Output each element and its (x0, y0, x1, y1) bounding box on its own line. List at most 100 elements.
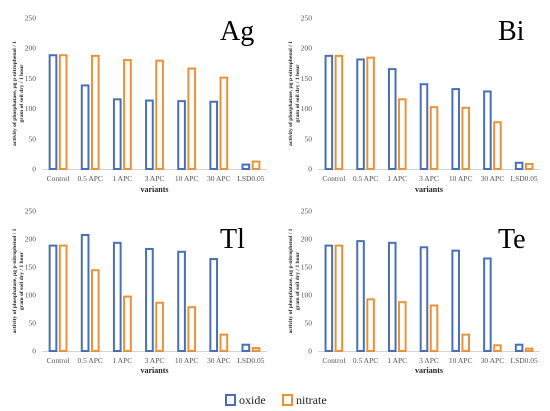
chart-panel-te: 0 50 100 150 200 250 Control 0.5 APC 1 APC 3 APC 1… (288, 207, 540, 375)
bar-nitrate (251, 160, 261, 171)
bar-oxide (387, 241, 397, 352)
x-tick-label: 3 APC (145, 356, 165, 365)
bar-oxide (483, 90, 492, 170)
x-tick-label: 10 APC (449, 174, 473, 183)
y-tick-label: 100 (301, 104, 313, 113)
bar-nitrate (58, 244, 68, 353)
x-tick-label: Control (322, 174, 345, 183)
bar-nitrate (493, 344, 502, 352)
bar-nitrate (429, 304, 439, 352)
bar-nitrate (123, 59, 132, 170)
y-axis-label: activity of phosphatase, µg p-nitropheno… (288, 228, 301, 333)
y-tick-label: 0 (308, 347, 312, 356)
y-tick-label: 100 (301, 291, 313, 300)
bar-nitrate (429, 106, 439, 170)
y-axis-label: activity of phosphatase, µg p-nitropheno… (288, 41, 301, 146)
bar-nitrate (58, 54, 68, 171)
bar-nitrate (90, 269, 100, 352)
bar-nitrate (219, 333, 229, 353)
bar-oxide (145, 99, 154, 170)
y-tick-label: 100 (25, 104, 37, 113)
bar-oxide (356, 240, 365, 352)
y-tick-label: 200 (301, 44, 313, 53)
bar-oxide (209, 100, 219, 170)
bar-nitrate (524, 162, 534, 171)
y-tick-label: 50 (305, 134, 313, 143)
bar-nitrate (187, 306, 197, 353)
y-tick-label: 150 (301, 74, 313, 83)
y-tick-label: 200 (25, 44, 37, 53)
bar-oxide (177, 100, 186, 170)
chart-title: Bi (498, 16, 525, 47)
y-tick-label: 250 (25, 14, 37, 23)
x-axis-label: variants (415, 185, 443, 194)
chart-panel-bi: 0 50 100 150 200 250 Control 0.5 APC 1 APC 3 APC 1… (288, 14, 540, 194)
x-tick-label: Control (47, 174, 70, 183)
bar-nitrate (366, 298, 375, 352)
bar-oxide (483, 257, 492, 353)
bar-oxide (177, 250, 186, 352)
bar-oxide (514, 161, 524, 170)
bar-nitrate (155, 301, 164, 352)
x-tick-label: 10 APC (175, 356, 199, 365)
legend-label-oxide: oxide (239, 393, 266, 407)
bar-nitrate (398, 301, 407, 353)
bar-nitrate (524, 347, 534, 353)
x-tick-label: 3 APC (419, 174, 439, 183)
y-tick-label: 50 (29, 134, 37, 143)
x-tick-label: 0.5 APC (353, 174, 378, 183)
y-tick-label: 50 (305, 319, 313, 328)
x-tick-label: LSD0.05 (510, 356, 538, 365)
x-tick-label: 1 APC (387, 356, 407, 365)
y-tick-label: 250 (301, 14, 313, 23)
chart-title: Tl (220, 224, 245, 255)
x-tick-label: 0.5 APC (353, 356, 378, 365)
x-tick-label: Control (47, 356, 70, 365)
y-tick-label: 150 (25, 263, 37, 272)
y-tick-label: 150 (25, 74, 37, 83)
x-tick-label: 1 APC (112, 174, 132, 183)
y-tick-label: 0 (32, 347, 36, 356)
bar-oxide (387, 68, 397, 170)
y-axis-label: activity of phosphatase, µg p-nitropheno… (12, 41, 25, 146)
bar-nitrate (187, 67, 197, 170)
bar-nitrate (123, 295, 132, 352)
bar-nitrate (155, 59, 164, 170)
bar-nitrate (461, 106, 471, 171)
bar-oxide (80, 84, 90, 170)
legend-swatch-nitrate (282, 394, 293, 406)
bar-nitrate (366, 56, 375, 170)
bar-nitrate (219, 76, 229, 170)
y-tick-label: 50 (29, 319, 37, 328)
bar-oxide (419, 246, 429, 352)
x-axis-label: variants (415, 366, 443, 375)
x-tick-label: 3 APC (145, 174, 165, 183)
bar-oxide (419, 83, 429, 170)
bar-oxide (514, 343, 524, 353)
bar-nitrate (493, 121, 502, 170)
legend-label-nitrate: nitrate (296, 393, 327, 407)
x-tick-label: 10 APC (175, 174, 199, 183)
x-tick-label: LSD0.05 (237, 356, 265, 365)
chart-panel-ag: 0 50 100 150 200 250 Control 0.5 APC 1 APC 3 APC 1… (12, 14, 267, 194)
chart-title: Te (498, 224, 526, 255)
bar-oxide (451, 249, 460, 352)
y-axis-label: activity of phosphatase, µg p-nitropheno… (12, 228, 25, 333)
bar-oxide (451, 88, 460, 170)
x-tick-label: 1 APC (112, 356, 132, 365)
y-tick-label: 0 (32, 165, 36, 174)
bar-oxide (80, 233, 90, 353)
x-tick-label: 10 APC (449, 356, 473, 365)
x-tick-label: Control (322, 356, 345, 365)
bar-oxide (324, 54, 334, 170)
bar-oxide (48, 244, 58, 353)
x-tick-label: 3 APC (419, 356, 439, 365)
x-tick-label: LSD0.05 (237, 174, 265, 183)
bar-oxide (112, 241, 122, 352)
y-tick-label: 250 (25, 207, 37, 216)
bar-nitrate (334, 244, 344, 353)
y-tick-label: 200 (25, 235, 37, 244)
y-tick-label: 100 (25, 291, 37, 300)
